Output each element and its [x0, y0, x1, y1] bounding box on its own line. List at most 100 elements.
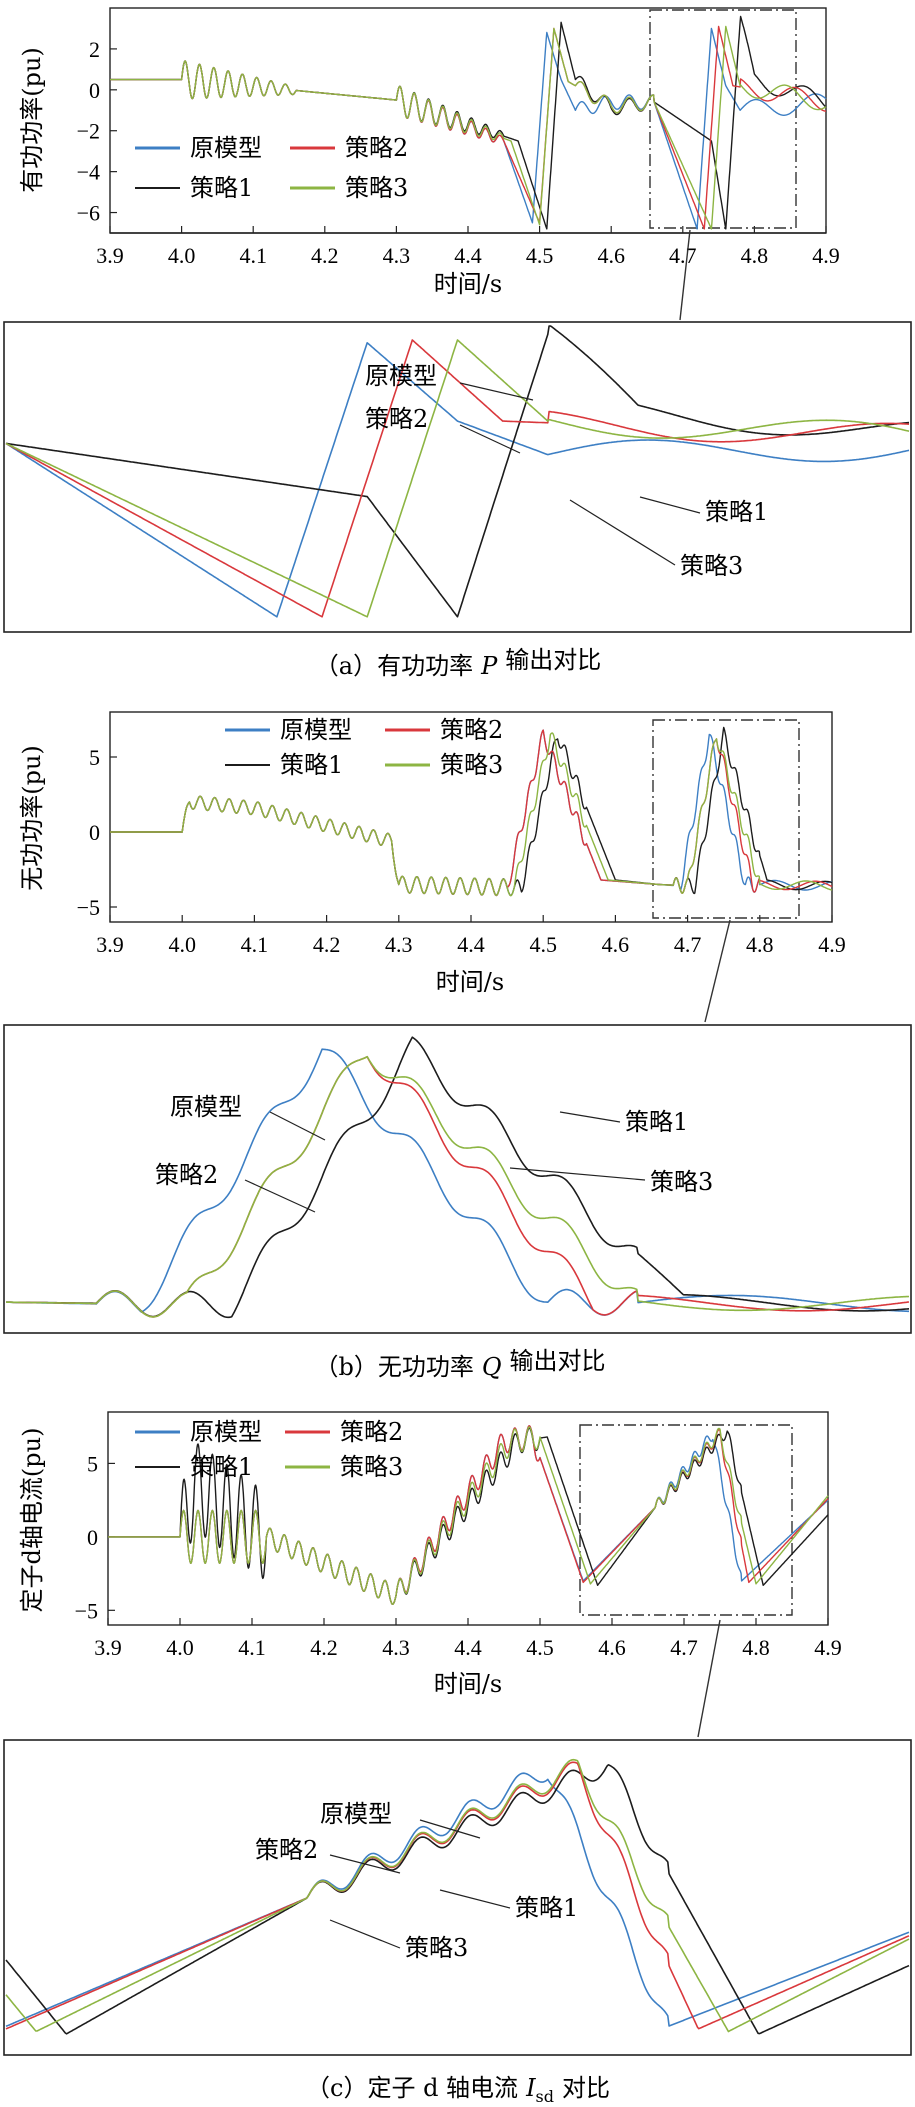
ytick-label: 5: [87, 1451, 98, 1476]
callout-line-s3: [509, 1167, 646, 1181]
panel-a-ylabel: 有功功率(pu): [18, 47, 46, 193]
xtick-label: 4.8: [746, 932, 774, 957]
xtick-label: 4.9: [812, 243, 840, 268]
series-line-s3: [5, 339, 910, 618]
xtick-label: 4.3: [382, 1635, 410, 1660]
panel-a-zoom-box: [649, 9, 797, 229]
panel-c-zoom-curves: [5, 1758, 910, 2035]
xtick-label: 4.1: [238, 1635, 266, 1660]
panel-c-curves: [107, 1425, 829, 1605]
panel-a: 3.9 4.0 4.1 4.2 4.3 4.4 4.5 4.6 4.7 4.8 4.9 2 0 −2 −4…: [18, 7, 840, 321]
xtick-label: 4.6: [602, 932, 630, 957]
legend-label-orig: 原模型: [190, 134, 262, 162]
ytick-label: −5: [77, 895, 100, 920]
series-line-s1: [5, 1764, 910, 2035]
callout-line-orig: [269, 1111, 326, 1141]
series-line-s3: [109, 25, 827, 230]
panel-a-caption: （a）有功功率 P 输出对比: [315, 646, 601, 680]
series-line-s3: [6, 1055, 910, 1318]
panel-a-xticks: 3.9 4.0 4.1 4.2 4.3 4.4 4.5 4.6 4.7 4.8 4.9: [96, 226, 840, 268]
ytick-label: 0: [89, 820, 100, 845]
callout-s3: 策略3: [650, 1168, 713, 1196]
xtick-label: 4.7: [674, 932, 702, 957]
xtick-label: 4.2: [311, 243, 339, 268]
panel-b-caption: （b）无功功率 Q 输出对比: [314, 1347, 605, 1381]
xtick-label: 4.7: [670, 1635, 698, 1660]
callout-line-s1: [439, 1889, 511, 1909]
legend-label-s3: 策略3: [345, 174, 408, 202]
panel-b-yticks: 5 0 −5: [77, 745, 117, 920]
series-line-s1: [5, 325, 910, 618]
ytick-label: −6: [77, 201, 100, 226]
panel-a-xlabel: 时间/s: [434, 270, 502, 298]
panel-a-zoom-callouts: 原模型 策略2 策略1 策略3: [365, 362, 768, 580]
series-line-orig: [6, 1048, 909, 1316]
xtick-label: 4.4: [454, 243, 482, 268]
xtick-label: 4.7: [669, 243, 697, 268]
xtick-label: 4.4: [457, 932, 485, 957]
callout-orig: 原模型: [170, 1093, 242, 1121]
series-line-orig: [5, 1772, 910, 2028]
panel-b-ylabel: 无功功率(pu): [18, 745, 46, 891]
callout-line-s2: [459, 424, 521, 454]
legend-label-s3: 策略3: [340, 1453, 403, 1481]
panel-a-legend: 原模型 策略2 策略1 策略3: [135, 134, 408, 202]
callout-s1: 策略1: [625, 1108, 688, 1136]
panel-b-zoom-box: [652, 719, 800, 919]
panel-a-yticks: 2 0 −2 −4 −6: [77, 37, 117, 226]
panel-c-zoom-frame: [3, 1739, 912, 2056]
callout-line-s2: [244, 1179, 316, 1213]
series-line-s2: [5, 1761, 910, 2030]
series-line-s2: [5, 339, 910, 618]
xtick-label: 4.5: [529, 932, 557, 957]
xtick-label: 4.4: [454, 1635, 482, 1660]
callout-line-s2: [329, 1854, 401, 1874]
ytick-label: −5: [75, 1598, 98, 1623]
panel-b-zoom-curves: [6, 1036, 910, 1319]
xtick-label: 4.2: [310, 1635, 338, 1660]
xtick-label: 4.6: [597, 243, 625, 268]
panel-c: 3.9 4.0 4.1 4.2 4.3 4.4 4.5 4.6 4.7 4.8 4.9 5 0 −5 时…: [18, 1411, 842, 1738]
panel-b-xlabel: 时间/s: [436, 968, 504, 996]
xtick-label: 4.5: [526, 243, 554, 268]
callout-line-s1: [559, 1111, 621, 1123]
series-line-orig: [5, 342, 910, 618]
panel-b-curves: [109, 726, 833, 897]
legend-label-s1: 策略1: [190, 174, 253, 202]
ytick-label: 0: [87, 1525, 98, 1550]
xtick-label: 4.5: [526, 1635, 554, 1660]
panel-a-zoom-curves: [5, 325, 910, 618]
panel-c-xticks: 3.9 4.0 4.1 4.2 4.3 4.4 4.5 4.6 4.7 4.8 4.9: [94, 1618, 842, 1660]
callout-line-s3: [329, 1919, 401, 1949]
legend-label-orig: 原模型: [280, 716, 352, 744]
callout-orig: 原模型: [320, 1800, 392, 1828]
series-line-s3: [5, 1758, 910, 2033]
panel-b-zoom-callouts: 原模型 策略2 策略1 策略3: [155, 1093, 713, 1213]
ytick-label: 5: [89, 745, 100, 770]
xtick-label: 4.8: [742, 1635, 770, 1660]
xtick-label: 4.6: [598, 1635, 626, 1660]
panel-c-zoom-box: [579, 1424, 793, 1616]
legend-label-s3: 策略3: [440, 751, 503, 779]
callout-s3: 策略3: [405, 1934, 468, 1962]
xtick-label: 4.0: [166, 1635, 194, 1660]
callout-s2: 策略2: [365, 405, 428, 433]
legend-label-s1: 策略1: [190, 1453, 253, 1481]
xtick-label: 4.3: [385, 932, 413, 957]
panel-c-legend: 原模型 策略2 策略1 策略3: [135, 1418, 403, 1481]
panel-b-xticks: 3.9 4.0 4.1 4.2 4.3 4.4 4.5 4.6 4.7 4.8 4.9: [96, 915, 846, 957]
xtick-label: 3.9: [94, 1635, 122, 1660]
xtick-label: 4.9: [814, 1635, 842, 1660]
legend-label-s2: 策略2: [345, 134, 408, 162]
series-line-s1: [107, 1427, 829, 1605]
series-line-s2: [6, 1055, 910, 1318]
legend-label-s1: 策略1: [280, 751, 343, 779]
callout-orig: 原模型: [365, 362, 437, 390]
callout-line-orig: [419, 1819, 481, 1839]
panel-c-zoom-callouts: 原模型 策略2 策略1 策略3: [255, 1800, 578, 1962]
panel-c-ylabel: 定子d轴电流(pu): [18, 1428, 46, 1613]
xtick-label: 3.9: [96, 932, 124, 957]
legend-label-s2: 策略2: [340, 1418, 403, 1446]
callout-line-orig: [459, 382, 534, 401]
